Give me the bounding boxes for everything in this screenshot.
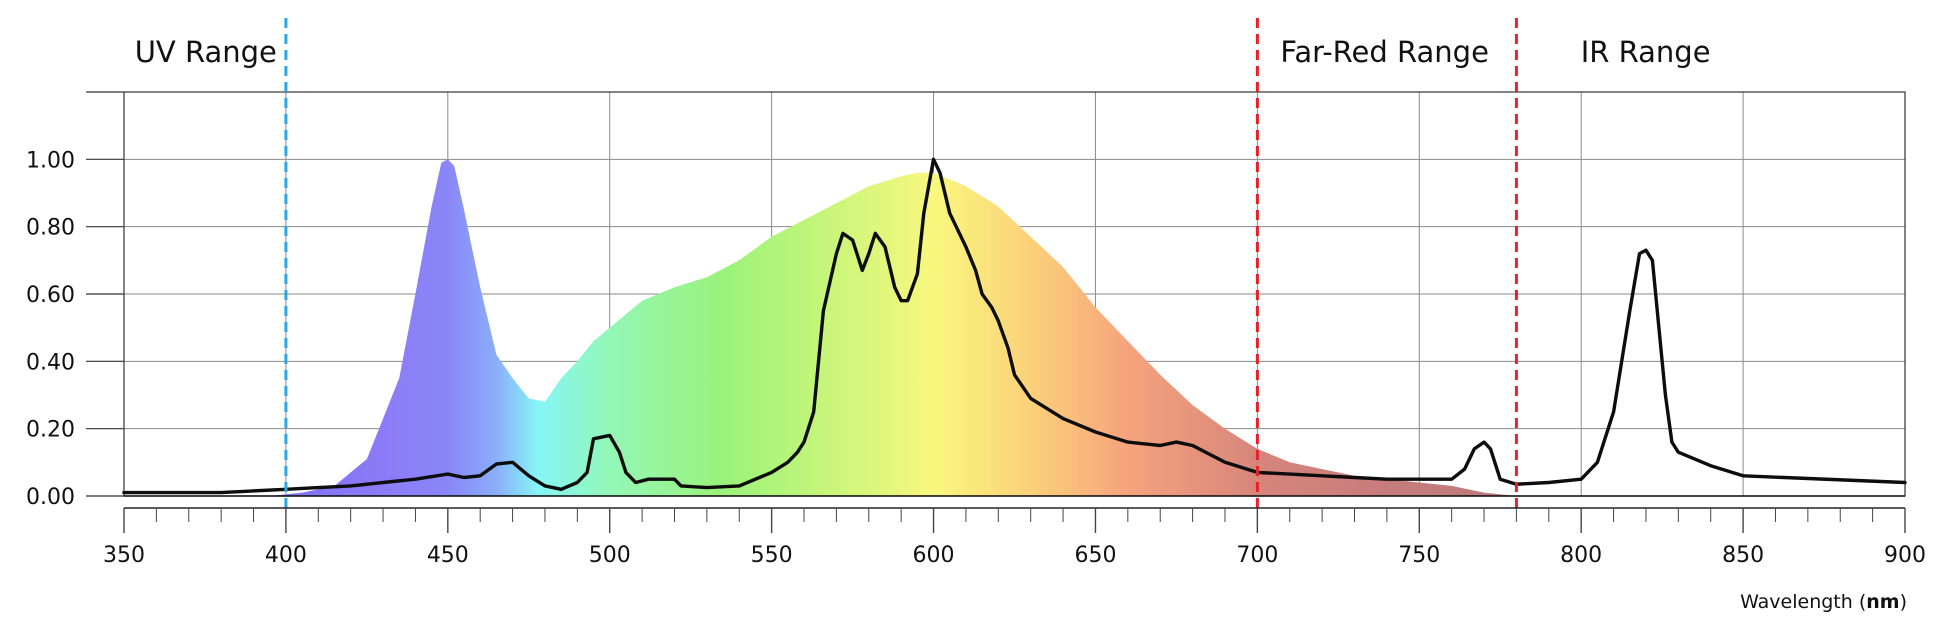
x-tick-label: 850 xyxy=(1722,543,1764,568)
spectrum-line-layer xyxy=(122,157,1907,495)
y-tick-label: 0.80 xyxy=(26,216,75,241)
x-axis-label-prefix: Wavelength ( xyxy=(1740,591,1866,613)
axes-layer: 0.00 0.20 0.40 0.60 0.80 1.00 350 400 450 500 550 6… xyxy=(26,91,1926,568)
x-axis-label-unit: nm xyxy=(1866,591,1899,613)
x-tick-label: 550 xyxy=(751,543,793,568)
region-label: IR Range xyxy=(1581,35,1711,69)
x-tick-label: 450 xyxy=(427,543,469,568)
x-tick-label: 800 xyxy=(1560,543,1602,568)
x-axis-label: Wavelength (nm) xyxy=(1740,591,1907,613)
x-tick-label: 350 xyxy=(103,543,145,568)
y-tick-label: 1.00 xyxy=(26,148,75,173)
spectrum-line xyxy=(122,157,1907,495)
region-label: Far-Red Range xyxy=(1280,35,1489,69)
y-tick-label: 0.20 xyxy=(26,418,75,443)
x-axis-label-suffix: ) xyxy=(1900,591,1907,613)
x-tick-label: 700 xyxy=(1236,543,1278,568)
spectrum-area xyxy=(269,159,1517,497)
region-layer: UV Range Far-Red Range IR Range xyxy=(135,18,1711,510)
x-tick-label: 750 xyxy=(1398,543,1440,568)
x-tick-label: 400 xyxy=(265,543,307,568)
y-tick-label: 0.40 xyxy=(26,350,75,375)
spectrum-fill-layer xyxy=(269,159,1517,497)
y-tick-label: 0.60 xyxy=(26,283,75,308)
x-tick-label: 650 xyxy=(1074,543,1116,568)
x-tick-label: 900 xyxy=(1884,543,1926,568)
y-tick-label: 0.00 xyxy=(26,485,75,510)
x-tick-label: 600 xyxy=(913,543,955,568)
region-label: UV Range xyxy=(135,35,277,69)
x-tick-label: 500 xyxy=(589,543,631,568)
